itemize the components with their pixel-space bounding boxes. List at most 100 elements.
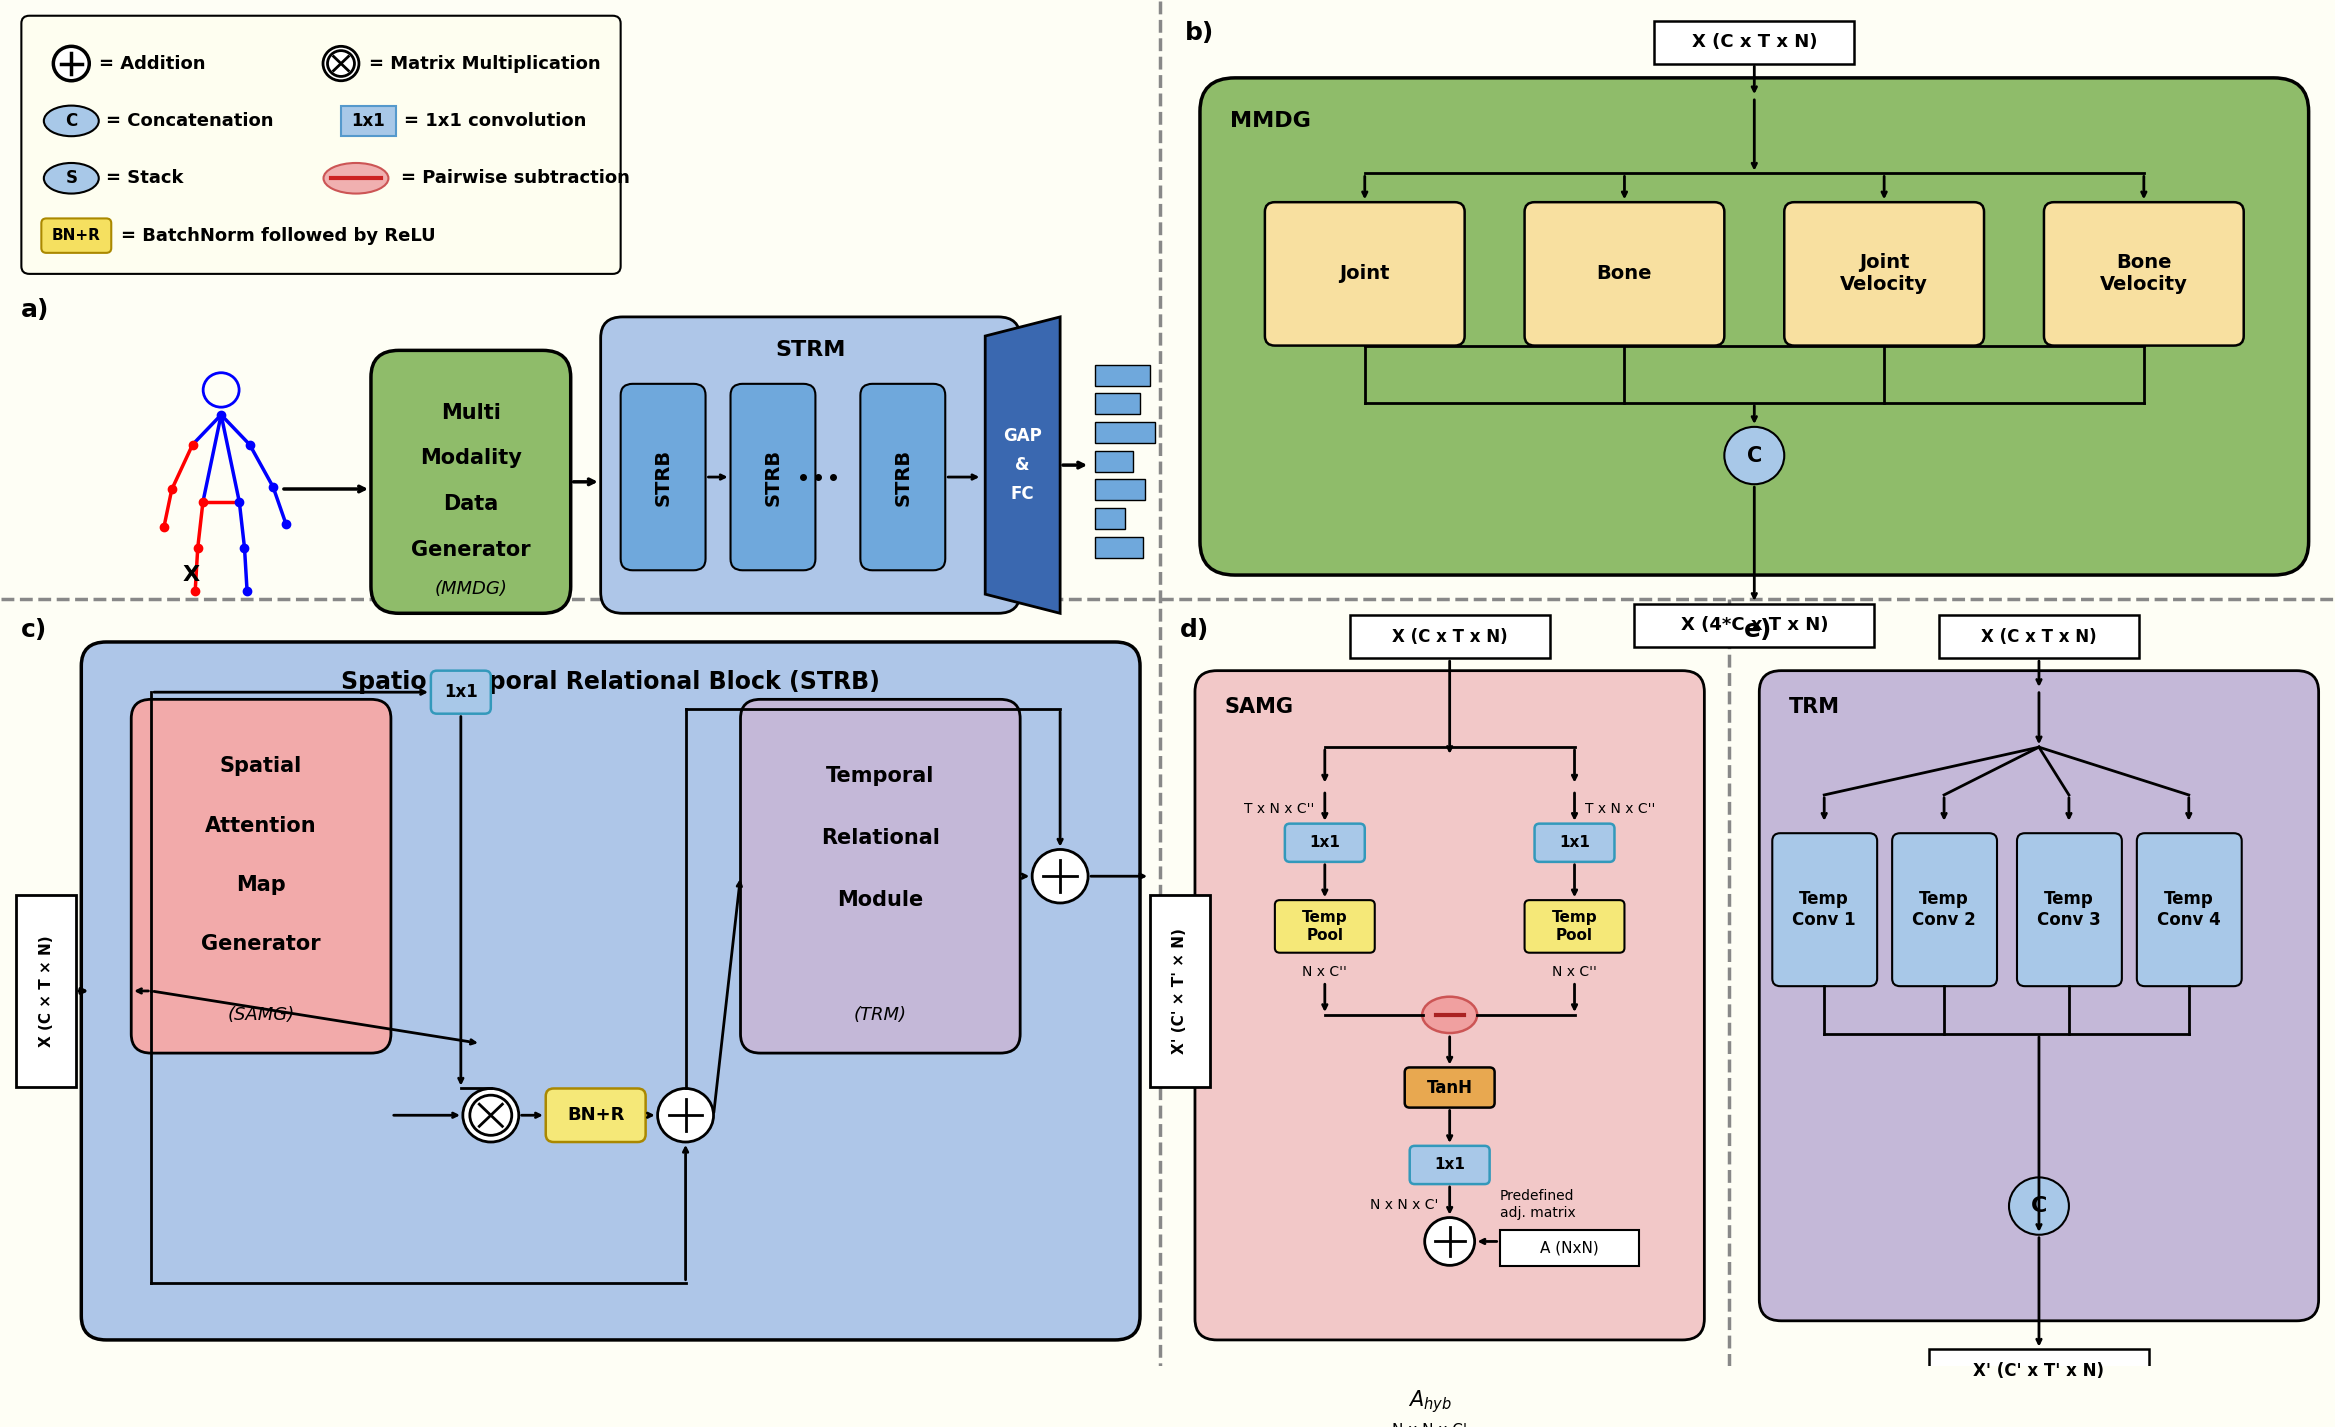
Text: SAMG: SAMG (1226, 696, 1294, 716)
Circle shape (1723, 427, 1784, 484)
Text: X (C × T × N): X (C × T × N) (40, 935, 54, 1047)
FancyBboxPatch shape (21, 16, 621, 274)
Text: Generator: Generator (411, 541, 530, 561)
Text: Joint: Joint (1340, 264, 1389, 284)
FancyBboxPatch shape (600, 317, 1020, 614)
Text: a): a) (21, 298, 49, 321)
Text: TRM: TRM (1789, 696, 1840, 716)
Bar (1095, 537, 1144, 558)
Circle shape (2008, 1177, 2069, 1234)
Circle shape (322, 46, 360, 81)
Text: X (4*C x T x N): X (4*C x T x N) (1681, 616, 1828, 634)
Text: C: C (2031, 1196, 2048, 1216)
Text: 1x1: 1x1 (1310, 835, 1340, 850)
Text: Multi: Multi (441, 402, 500, 422)
FancyBboxPatch shape (1200, 78, 2309, 575)
Text: X' (C' × T' × N): X' (C' × T' × N) (1172, 928, 1189, 1055)
Polygon shape (985, 317, 1060, 614)
Text: X (C x T x N): X (C x T x N) (1691, 33, 1817, 51)
FancyBboxPatch shape (1784, 203, 1985, 345)
Ellipse shape (1422, 996, 1478, 1033)
Circle shape (1032, 849, 1088, 903)
Text: e): e) (1744, 618, 1772, 642)
Text: $A_{hyb}$: $A_{hyb}$ (1408, 1388, 1452, 1416)
Bar (1095, 422, 1156, 444)
Text: Predefined: Predefined (1499, 1189, 1574, 1203)
Text: Map: Map (236, 875, 285, 895)
Text: Temp
Pool: Temp Pool (1303, 910, 1347, 943)
Text: GAP: GAP (1002, 428, 1041, 445)
Ellipse shape (44, 163, 98, 194)
Text: = Stack: = Stack (107, 170, 184, 187)
Text: = 1x1 convolution: = 1x1 convolution (404, 111, 586, 130)
Text: Bone
Velocity: Bone Velocity (2099, 254, 2188, 294)
FancyBboxPatch shape (1275, 900, 1375, 953)
Text: TanH: TanH (1427, 1079, 1473, 1096)
Text: (MMDG): (MMDG) (434, 581, 507, 598)
Text: STRB: STRB (764, 448, 782, 505)
Text: 1x1: 1x1 (444, 684, 479, 701)
Text: &: & (1016, 457, 1030, 474)
FancyBboxPatch shape (1758, 671, 2319, 1321)
Bar (1634, 604, 1875, 646)
Text: X' (C' x T' x N): X' (C' x T' x N) (1973, 1361, 2104, 1380)
Circle shape (1424, 1217, 1476, 1266)
Bar (1656, 20, 1854, 64)
Text: Joint
Velocity: Joint Velocity (1840, 254, 1929, 294)
FancyBboxPatch shape (131, 699, 390, 1053)
FancyBboxPatch shape (1266, 203, 1464, 345)
FancyBboxPatch shape (621, 384, 705, 571)
Text: X: X (182, 565, 201, 585)
Text: Spatio Temporal Relational Block (STRB): Spatio Temporal Relational Block (STRB) (341, 671, 880, 694)
Text: N x N x C': N x N x C' (1371, 1199, 1438, 1212)
Text: Relational: Relational (822, 828, 939, 848)
Text: N x C'': N x C'' (1303, 965, 1347, 979)
Text: Modality: Modality (420, 448, 521, 468)
Circle shape (658, 1089, 715, 1142)
FancyBboxPatch shape (1525, 900, 1625, 953)
Text: C: C (65, 111, 77, 130)
Text: 1x1: 1x1 (1434, 1157, 1464, 1173)
Bar (1499, 1230, 1639, 1266)
Bar (341, 106, 397, 136)
Text: Attention: Attention (205, 816, 318, 836)
Text: X (C x T x N): X (C x T x N) (1392, 628, 1508, 646)
Text: Spatial: Spatial (219, 756, 301, 776)
Text: = Matrix Multiplication: = Matrix Multiplication (369, 54, 600, 73)
Text: N x N x C': N x N x C' (1392, 1423, 1466, 1427)
Text: N x C'': N x C'' (1553, 965, 1597, 979)
Circle shape (462, 1089, 518, 1142)
FancyBboxPatch shape (731, 384, 815, 571)
Bar (16, 895, 77, 1086)
Text: = Concatenation: = Concatenation (107, 111, 273, 130)
Text: Data: Data (444, 494, 497, 514)
FancyBboxPatch shape (1196, 671, 1705, 1340)
FancyBboxPatch shape (432, 671, 490, 714)
Text: STRB: STRB (894, 448, 913, 505)
Text: Module: Module (838, 890, 922, 910)
FancyBboxPatch shape (1410, 1146, 1490, 1184)
Bar (1929, 1350, 2148, 1393)
Text: b): b) (1184, 20, 1214, 44)
FancyBboxPatch shape (546, 1089, 644, 1142)
Text: X (C x T x N): X (C x T x N) (1980, 628, 2097, 646)
Text: STRM: STRM (775, 341, 845, 361)
FancyBboxPatch shape (2137, 833, 2242, 986)
FancyBboxPatch shape (42, 218, 112, 253)
FancyBboxPatch shape (2017, 833, 2123, 986)
Text: Temp
Pool: Temp Pool (1553, 910, 1597, 943)
Text: S: S (65, 170, 77, 187)
Text: Temporal: Temporal (827, 766, 934, 786)
Text: (SAMG): (SAMG) (226, 1006, 294, 1023)
FancyBboxPatch shape (1525, 203, 1723, 345)
FancyBboxPatch shape (1772, 833, 1877, 986)
Bar (1938, 615, 2139, 658)
Text: FC: FC (1011, 485, 1034, 502)
Text: 1x1: 1x1 (350, 111, 385, 130)
Text: (TRM): (TRM) (855, 1006, 906, 1023)
Text: = Pairwise subtraction: = Pairwise subtraction (402, 170, 630, 187)
Text: BN+R: BN+R (51, 228, 100, 243)
FancyBboxPatch shape (1406, 1067, 1494, 1107)
Ellipse shape (44, 106, 98, 136)
Text: Temp
Conv 3: Temp Conv 3 (2036, 890, 2102, 929)
